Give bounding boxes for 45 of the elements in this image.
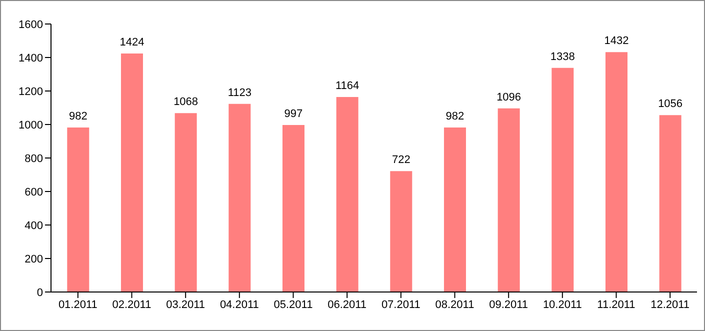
bar [282, 125, 304, 292]
x-tick-label: 06.2011 [328, 298, 367, 311]
y-tick-label: 1000 [18, 119, 43, 132]
data-label: 1056 [658, 98, 683, 110]
x-tick-label: 05.2011 [274, 298, 313, 311]
y-tick-label: 1600 [18, 18, 43, 31]
data-label: 1096 [496, 91, 522, 104]
x-tick-label: 09.2011 [489, 298, 528, 311]
bar [120, 53, 143, 292]
bar [336, 97, 358, 292]
bar [605, 52, 628, 292]
x-tick-label: 04.2011 [220, 298, 259, 311]
data-label: 1424 [120, 36, 144, 48]
bar [67, 128, 90, 292]
data-label: 997 [284, 108, 303, 120]
bar [498, 108, 520, 292]
x-tick-label: 11.2011 [597, 298, 636, 311]
y-tick-label: 0 [36, 286, 43, 299]
data-label: 1432 [604, 35, 629, 48]
y-tick-label: 800 [24, 152, 43, 165]
bar [174, 113, 197, 292]
bar [552, 68, 574, 292]
data-label: 1338 [550, 50, 575, 63]
bar [390, 171, 412, 292]
data-label: 722 [392, 154, 410, 166]
y-tick-label: 200 [24, 253, 43, 266]
data-label: 1123 [228, 86, 252, 99]
x-tick-label: 07.2011 [381, 298, 420, 311]
y-tick-label: 400 [24, 220, 43, 232]
data-label: 1068 [174, 96, 198, 108]
bar [228, 104, 251, 292]
x-tick-label: 02.2011 [112, 298, 152, 311]
data-label: 1164 [335, 80, 360, 92]
data-label: 982 [446, 110, 464, 123]
x-tick-label: 10.2011 [542, 298, 582, 311]
bar [444, 128, 466, 292]
x-tick-label: 12.2011 [650, 298, 690, 311]
x-tick-label: 08.2011 [435, 298, 474, 311]
x-tick-label: 01.2011 [58, 298, 98, 311]
y-tick-label: 1200 [18, 86, 43, 98]
x-tick-label: 03.2011 [166, 298, 206, 311]
bar [659, 115, 682, 292]
y-tick-label: 1400 [18, 52, 43, 64]
y-tick-label: 600 [24, 186, 43, 198]
data-label: 982 [68, 110, 88, 123]
